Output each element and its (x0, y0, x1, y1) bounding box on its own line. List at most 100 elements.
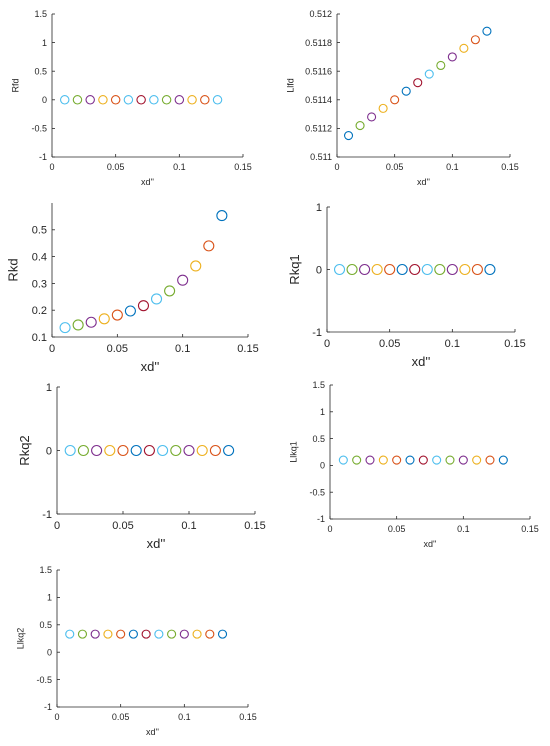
data-point (352, 455, 362, 465)
x-tick-label: 0.1 (457, 524, 470, 534)
data-point (64, 444, 76, 457)
x-tick-label: 0.15 (234, 162, 252, 172)
data-point (447, 52, 457, 62)
data-point (436, 60, 446, 71)
x-axis-label: xd'' (141, 177, 154, 187)
data-point (157, 444, 169, 457)
x-tick-label: 0 (54, 712, 59, 722)
x-tick-label: 0.15 (244, 520, 265, 532)
x-tick-label: 0 (49, 343, 55, 355)
data-point (116, 629, 126, 639)
y-axis-label: Rkd (6, 258, 21, 281)
data-point (459, 263, 471, 276)
x-axis-label: xd'' (146, 727, 159, 737)
y-tick-label: -1 (44, 702, 52, 712)
y-tick-label: -0.5 (31, 124, 47, 134)
y-tick-label: 0.5 (34, 66, 47, 76)
x-axis-label: xd'' (147, 536, 166, 551)
data-point (445, 455, 455, 465)
y-tick-label: 0.1 (32, 332, 47, 344)
data-point (77, 444, 89, 457)
y-tick-label: 1 (47, 593, 52, 603)
y-tick-label: 0 (316, 264, 322, 276)
data-point (85, 316, 97, 328)
y-axis-label: Llkq2 (15, 628, 25, 650)
data-point (371, 263, 383, 276)
data-point (164, 285, 176, 297)
data-point (91, 444, 103, 457)
y-tick-label: 1.5 (312, 380, 325, 390)
data-point (177, 274, 189, 286)
data-point (392, 455, 402, 465)
y-tick-label: 1.5 (39, 565, 52, 575)
data-point (378, 103, 388, 113)
y-tick-label: 0.2 (32, 305, 47, 317)
data-point (223, 444, 235, 457)
data-point (65, 629, 75, 639)
data-point (179, 629, 189, 639)
data-point (359, 263, 371, 276)
data-point (343, 131, 354, 141)
data-point (413, 78, 423, 88)
x-tick-label: 0.05 (107, 343, 128, 355)
data-point (72, 95, 83, 105)
y-tick-label: 0.5116 (305, 66, 332, 76)
data-point (418, 455, 428, 465)
data-point (128, 629, 138, 639)
data-point (130, 444, 142, 457)
data-point (367, 112, 377, 122)
x-tick-label: 0.1 (178, 712, 191, 722)
data-point (365, 455, 375, 465)
data-point (170, 444, 182, 457)
y-tick-label: 1.5 (34, 9, 47, 19)
y-axis-label: Llkq1 (288, 441, 298, 463)
y-axis-label: Rkq2 (17, 435, 32, 465)
y-tick-label: 1 (320, 407, 325, 417)
data-point (137, 300, 150, 312)
data-point (167, 629, 177, 639)
data-point (111, 309, 123, 321)
data-point (103, 629, 113, 639)
data-point (59, 95, 70, 105)
data-point (484, 263, 496, 276)
x-tick-label: 0 (334, 162, 339, 172)
y-tick-label: 0.5 (32, 225, 47, 237)
y-tick-label: -1 (39, 152, 47, 162)
x-tick-label: 0.05 (112, 520, 133, 532)
y-tick-label: 0.512 (309, 9, 332, 19)
data-point (459, 43, 469, 53)
x-tick-label: 0.15 (237, 343, 258, 355)
data-point (458, 455, 468, 465)
y-tick-label: 0.5112 (305, 124, 332, 134)
x-axis-label: xd'' (424, 539, 437, 549)
data-point (154, 629, 164, 639)
data-point (434, 263, 446, 276)
y-tick-label: 0 (42, 95, 47, 105)
x-tick-label: 0.05 (386, 162, 404, 172)
data-point (472, 455, 482, 465)
data-point (346, 263, 358, 276)
y-tick-label: -0.5 (309, 487, 325, 497)
y-tick-label: 0.5114 (305, 95, 332, 105)
data-point (85, 95, 95, 105)
data-point (485, 455, 495, 465)
x-tick-label: 0.05 (388, 524, 406, 534)
data-point (196, 444, 208, 457)
x-axis-label: xd'' (141, 359, 160, 374)
data-point (396, 263, 408, 276)
x-tick-label: 0 (49, 162, 54, 172)
x-tick-label: 0.05 (379, 338, 400, 350)
data-point (333, 263, 346, 276)
x-tick-label: 0.05 (107, 162, 125, 172)
x-tick-label: 0.1 (175, 343, 190, 355)
data-point (203, 240, 215, 252)
data-point (192, 629, 202, 639)
x-tick-label: 0.1 (173, 162, 186, 172)
data-point (446, 263, 458, 276)
data-point (471, 263, 483, 276)
x-tick-label: 0.15 (239, 712, 257, 722)
y-tick-label: 0.5 (312, 434, 325, 444)
data-point (212, 95, 223, 105)
